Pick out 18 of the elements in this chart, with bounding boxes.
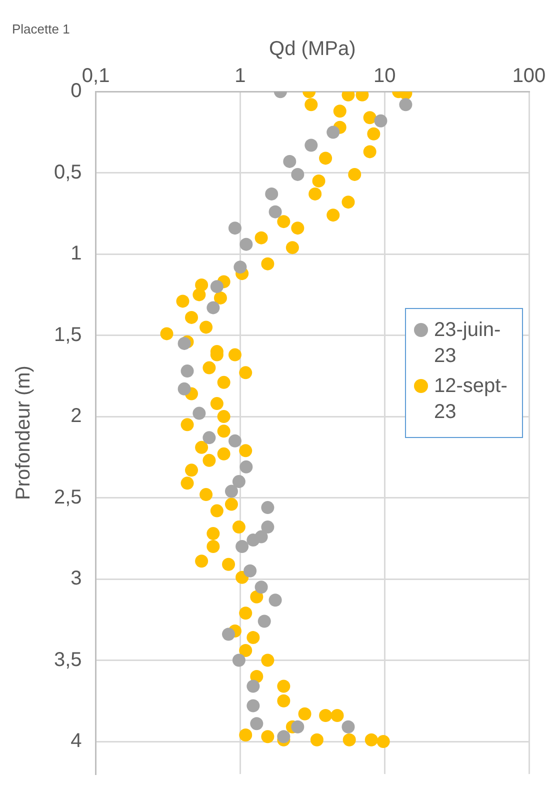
y-tick-label: 0,5 bbox=[54, 161, 82, 184]
x-tick-label: 10 bbox=[373, 65, 396, 88]
y-axis-title: Profondeur (m) bbox=[12, 366, 35, 500]
x-tick-label: 0,1 bbox=[82, 65, 110, 88]
chart-title: Placette 1 bbox=[12, 21, 70, 36]
y-tick-label: 3 bbox=[70, 568, 82, 590]
y-tick-label: 2 bbox=[70, 405, 82, 428]
y-tick-label: 2,5 bbox=[54, 486, 82, 508]
y-tick-label: 1 bbox=[70, 242, 82, 265]
y-tick-label: 1,5 bbox=[54, 324, 82, 346]
x-tick-label: 100 bbox=[512, 65, 546, 88]
y-tick-label: 4 bbox=[70, 730, 82, 752]
y-tick-label: 0 bbox=[70, 80, 82, 102]
legend-label: 12-sept-23 bbox=[434, 374, 508, 425]
legend-label: 23-juin-23 bbox=[434, 318, 502, 369]
x-tick-label: 1 bbox=[234, 65, 246, 88]
y-tick-label: 3,5 bbox=[54, 648, 82, 671]
x-axis-title: Qd (MPa) bbox=[269, 38, 356, 60]
